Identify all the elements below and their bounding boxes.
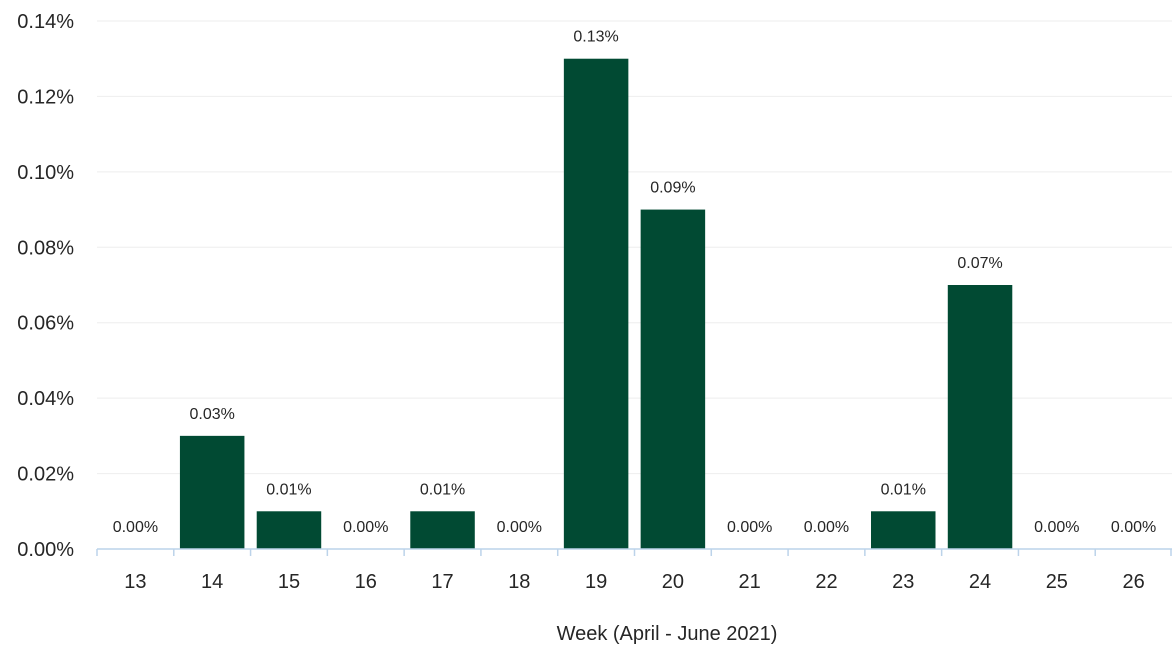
x-tick-label: 23	[892, 571, 914, 593]
y-tick-label: 0.14%	[17, 11, 74, 33]
gridlines	[97, 20, 1172, 475]
y-tick-label: 0.00%	[17, 539, 74, 561]
x-tick-label: 16	[355, 571, 377, 593]
x-axis-title: Week (April - June 2021)	[557, 623, 778, 645]
data-labels: 0.00% 0.03% 0.01% 0.00% 0.01% 0.00% 0.13% 0.09%…	[113, 29, 1157, 536]
data-label: 0.01%	[881, 481, 926, 498]
x-tick-label: 26	[1122, 571, 1144, 593]
y-tick-label: 0.10%	[17, 162, 74, 184]
x-tick-label: 21	[739, 571, 761, 593]
bar	[640, 209, 706, 550]
data-label: 0.13%	[573, 29, 618, 46]
data-label: 0.07%	[957, 255, 1002, 272]
data-label: 0.01%	[266, 481, 311, 498]
data-label: 0.00%	[1111, 519, 1156, 536]
x-tick-label: 22	[815, 571, 837, 593]
y-tick-label: 0.12%	[17, 86, 74, 108]
bar	[410, 511, 475, 549]
data-label: 0.00%	[497, 519, 542, 536]
data-label: 0.00%	[727, 519, 772, 536]
bar	[179, 435, 245, 549]
x-tick-label: 17	[431, 571, 453, 593]
x-axis-tick-labels: 13 14 15 16 17 18 19 20 21 22 23 24 25 26	[124, 571, 1144, 593]
x-tick-label: 14	[201, 571, 223, 593]
bar	[256, 511, 322, 549]
x-tick-label: 15	[278, 571, 300, 593]
x-tick-label: 24	[969, 571, 991, 593]
data-label: 0.03%	[189, 406, 234, 423]
bar	[947, 285, 1013, 549]
data-label: 0.00%	[1034, 519, 1079, 536]
x-tick-label: 19	[585, 571, 607, 593]
y-tick-label: 0.08%	[17, 237, 74, 259]
x-tick-label: 25	[1046, 571, 1068, 593]
y-tick-label: 0.06%	[17, 313, 74, 335]
bar	[563, 58, 629, 549]
data-label: 0.09%	[650, 180, 695, 197]
bars	[179, 58, 1013, 550]
x-tick-label: 20	[662, 571, 684, 593]
data-label: 0.00%	[343, 519, 388, 536]
x-tick-label: 18	[508, 571, 530, 593]
bar	[871, 511, 936, 549]
x-tick-label: 13	[124, 571, 146, 593]
y-axis-tick-labels: 0.00% 0.02% 0.04% 0.06% 0.08% 0.10% 0.12% 0.14%	[17, 11, 74, 561]
data-label: 0.00%	[804, 519, 849, 536]
x-axis	[96, 548, 1172, 556]
y-tick-label: 0.04%	[17, 388, 74, 410]
y-tick-label: 0.02%	[17, 464, 74, 486]
data-label: 0.00%	[113, 519, 158, 536]
data-label: 0.01%	[420, 481, 465, 498]
